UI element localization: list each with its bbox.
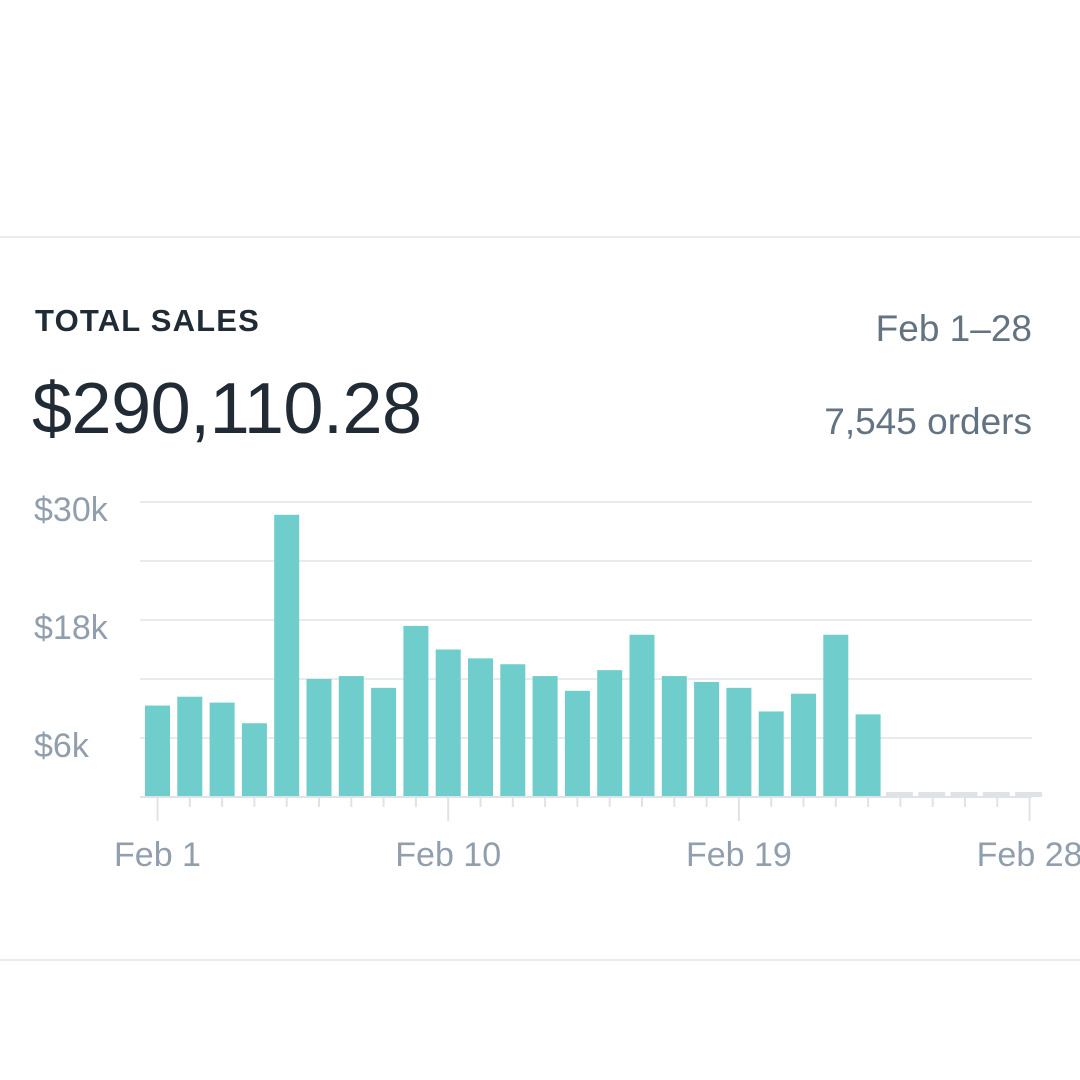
bar[interactable] <box>241 723 267 797</box>
top-divider <box>0 236 1080 238</box>
y-tick-label: $30k <box>34 491 109 529</box>
x-tick-label: Feb 10 <box>395 836 501 874</box>
empty-bar <box>885 792 913 797</box>
bar[interactable] <box>726 687 752 797</box>
empty-bar <box>1015 792 1043 797</box>
empty-bar <box>950 792 978 797</box>
bar[interactable] <box>758 711 784 797</box>
bar[interactable] <box>274 514 300 797</box>
empty-bar <box>982 792 1010 797</box>
bar[interactable] <box>855 714 881 797</box>
bar[interactable] <box>597 670 623 797</box>
x-tick-label: Feb 28 <box>977 836 1080 874</box>
bar[interactable] <box>629 634 655 797</box>
bar[interactable] <box>435 649 461 798</box>
bar[interactable] <box>532 676 558 797</box>
bar[interactable] <box>468 658 493 797</box>
card-title: TOTAL SALES <box>35 303 261 338</box>
total-sales-card: TOTAL SALES $290,110.28 Feb 1–28 7,545 o… <box>0 238 1080 959</box>
bar[interactable] <box>564 690 590 797</box>
y-axis: $30k $18k $6k <box>34 491 109 765</box>
bar[interactable] <box>177 696 203 797</box>
bar[interactable] <box>500 664 526 797</box>
bar[interactable] <box>823 634 849 797</box>
chart-bars <box>145 514 1043 798</box>
bar[interactable] <box>791 693 816 797</box>
bar[interactable] <box>209 702 235 797</box>
bar[interactable] <box>306 679 332 797</box>
total-sales-value: $290,110.28 <box>32 369 422 449</box>
date-range: Feb 1–28 <box>875 308 1032 349</box>
x-tick-label: Feb 1 <box>114 836 201 874</box>
bar[interactable] <box>371 687 397 797</box>
orders-count: 7,545 orders <box>824 401 1032 442</box>
y-tick-label: $6k <box>34 727 90 765</box>
bar[interactable] <box>145 705 170 797</box>
x-tick-label: Feb 19 <box>686 836 792 874</box>
bar[interactable] <box>661 676 687 797</box>
bottom-divider <box>0 959 1080 961</box>
bar[interactable] <box>338 676 364 797</box>
bar[interactable] <box>694 681 720 797</box>
x-axis <box>140 796 1032 821</box>
bar[interactable] <box>403 625 429 797</box>
x-axis-labels: Feb 1 Feb 10 Feb 19 Feb 28 <box>114 836 1080 874</box>
y-tick-label: $18k <box>34 609 109 647</box>
empty-bar <box>918 792 946 797</box>
